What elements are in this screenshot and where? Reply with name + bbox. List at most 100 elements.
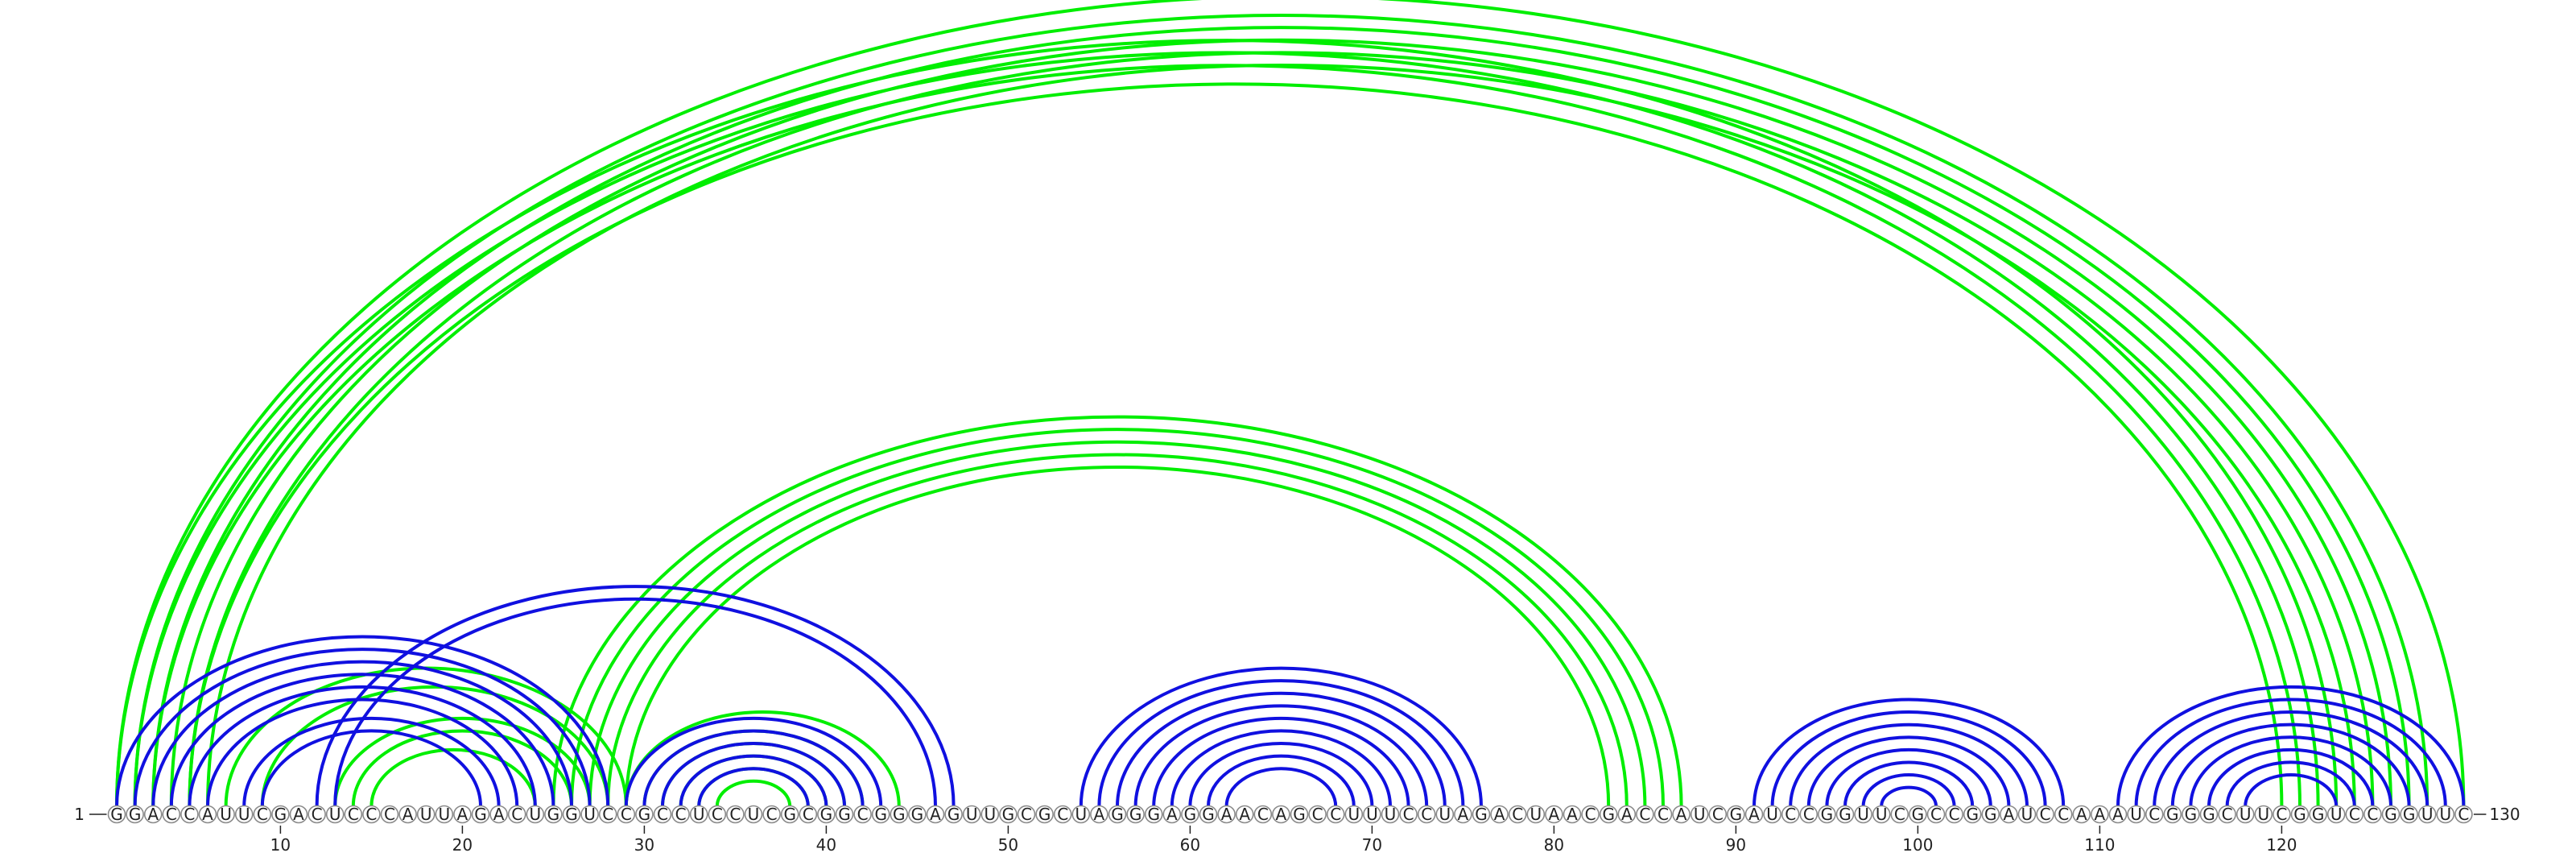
nucleotide-circle	[489, 805, 508, 824]
nucleotide-letter: U	[438, 805, 450, 824]
nucleotide: C	[308, 805, 326, 824]
nucleotide-letter: G	[1293, 805, 1306, 824]
blue-base-pair-arc	[2134, 698, 2447, 807]
nucleotide-circle	[1763, 805, 1781, 824]
nucleotide-circle	[2417, 805, 2437, 824]
nucleotide: C	[1890, 805, 1909, 824]
nucleotide-circle	[344, 805, 363, 824]
nucleotide-circle	[1272, 805, 1290, 824]
nucleotide-circle	[890, 805, 909, 824]
nucleotide: A	[926, 805, 945, 824]
nucleotide: G	[1818, 805, 1836, 824]
nucleotide-letter: G	[2384, 805, 2397, 824]
nucleotide: C	[1581, 805, 1600, 824]
blue-base-pair-arc	[206, 698, 519, 807]
nucleotide: G	[2199, 805, 2219, 824]
nucleotide: U	[580, 805, 599, 824]
nucleotide: C	[2054, 805, 2073, 824]
nucleotide-letter: C	[1312, 805, 1323, 824]
blue-base-pair-arc	[1770, 710, 2047, 807]
blue-base-pair-arc	[1097, 679, 1465, 807]
nucleotide: G	[1290, 805, 1309, 824]
nucleotide-letter: A	[202, 805, 213, 824]
nucleotide-letter: U	[984, 805, 996, 824]
nucleotide-letter: G	[1475, 805, 1488, 824]
nucleotide-circle	[1690, 805, 1709, 824]
nucleotide-circle	[762, 805, 781, 824]
nucleotide-letter: C	[2222, 805, 2233, 824]
nucleotide-letter: A	[2076, 805, 2087, 824]
nucleotide-circle	[126, 805, 144, 824]
nucleotide-letter: C	[184, 805, 195, 824]
nucleotide: C	[1945, 805, 1963, 824]
nucleotide-circle	[435, 805, 454, 824]
nucleotide-letter: C	[1712, 805, 1724, 824]
nucleotide: A	[489, 805, 508, 824]
nucleotide: A	[2091, 805, 2109, 824]
nucleotide-circle	[1945, 805, 1963, 824]
blue-base-pair-arc	[1843, 760, 1975, 807]
nucleotide-letter: C	[1949, 805, 1960, 824]
nucleotide-circle	[1053, 805, 1072, 824]
nucleotide-circle	[871, 805, 890, 824]
nucleotide-circle	[1417, 805, 1436, 824]
nucleotide-letter: G	[1038, 805, 1051, 824]
nucleotide-circle	[1744, 805, 1764, 824]
nucleotide: G	[780, 805, 799, 824]
nucleotide-letter: G	[838, 805, 851, 824]
nucleotide-letter: G	[1730, 805, 1743, 824]
blue-base-pair-arc	[2153, 710, 2429, 807]
nucleotide-circle	[1217, 805, 1236, 824]
nucleotide-circle	[198, 805, 217, 824]
nucleotide: A	[1272, 805, 1290, 824]
nucleotide-circle	[817, 805, 836, 824]
nucleotide-letter: C	[2349, 805, 2360, 824]
nucleotide: G	[544, 805, 563, 824]
nucleotide: U	[1435, 805, 1455, 824]
nucleotide: C	[1799, 805, 1818, 824]
nucleotide-letter: G	[2166, 805, 2179, 824]
nucleotide-circle	[2072, 805, 2091, 824]
nucleotide-letter: C	[2367, 805, 2378, 824]
nucleotide: U	[2417, 805, 2437, 824]
nucleotide: U	[1363, 805, 1381, 824]
sequence-end-label: 130	[2489, 805, 2520, 824]
nucleotide-letter: G	[2312, 805, 2325, 824]
green-base-pair-arc	[260, 685, 610, 807]
nucleotide: C	[1926, 805, 1946, 824]
nucleotide-letter: G	[874, 805, 887, 824]
green-base-pair-arc	[188, 82, 2284, 807]
nucleotide: G	[2309, 805, 2327, 824]
nucleotide-circle	[1035, 805, 1054, 824]
nucleotide-circle	[1344, 805, 1364, 824]
nucleotide-letter: A	[930, 805, 941, 824]
nucleotide-circle	[708, 805, 727, 824]
nucleotide-letter: U	[2257, 805, 2269, 824]
nucleotide-circle	[1890, 805, 1909, 824]
nucleotide-letter: C	[621, 805, 632, 824]
nucleotide-circle	[1071, 805, 1091, 824]
nucleotide: C	[2145, 805, 2164, 824]
nucleotide-letter: C	[1785, 805, 1796, 824]
blue-base-pair-arc	[1133, 704, 1429, 807]
blue-base-pair-arc	[2225, 760, 2356, 807]
nucleotide: C	[1053, 805, 1072, 824]
nucleotide: U	[416, 805, 436, 824]
nucleotide: A	[2000, 805, 2018, 824]
nucleotide-letter: A	[1239, 805, 1250, 824]
nucleotide-circle	[944, 805, 963, 824]
nucleotide-circle	[2163, 805, 2182, 824]
nucleotide-letter: G	[1111, 805, 1124, 824]
nucleotide-letter: C	[1403, 805, 1414, 824]
nucleotide: G	[635, 805, 654, 824]
nucleotide-letter: C	[257, 805, 268, 824]
blue-base-pair-arc	[151, 660, 573, 807]
nucleotide: U	[2254, 805, 2273, 824]
nucleotide: U	[744, 805, 763, 824]
blue-base-pair-arc	[642, 729, 865, 807]
green-base-pair-arc	[715, 779, 792, 807]
nucleotide-letter: U	[693, 805, 705, 824]
base-pair-arcs	[115, 0, 2466, 807]
nucleotide: G	[1181, 805, 1199, 824]
